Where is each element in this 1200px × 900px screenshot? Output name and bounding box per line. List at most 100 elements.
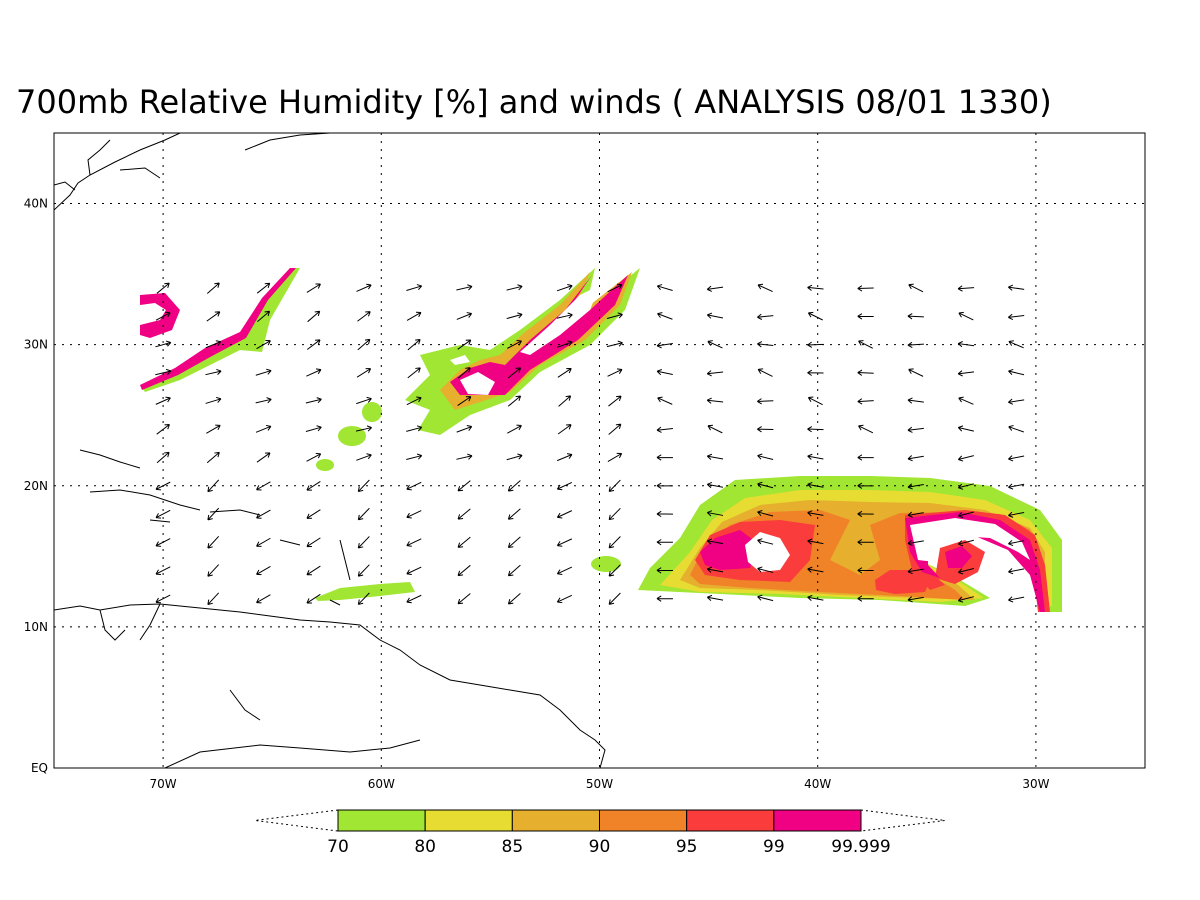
wind-arrow (807, 594, 824, 601)
wind-arrow (556, 566, 573, 575)
wind-arrow (155, 481, 171, 491)
wind-arrow (556, 481, 573, 491)
humidity-region-nw-99 (140, 268, 296, 390)
wind-arrow (406, 566, 422, 575)
wind-arrow (656, 539, 673, 546)
wind-arrow (255, 368, 272, 376)
wind-arrow (305, 397, 322, 404)
wind-arrow (507, 480, 521, 492)
wind-arrow (1008, 539, 1025, 547)
wind-arrow (958, 396, 974, 405)
wind-arrow (406, 453, 423, 461)
wind-arrow (457, 367, 471, 379)
wind-arrow (1008, 483, 1025, 490)
wind-arrow (357, 338, 371, 351)
wind-arrow (156, 451, 170, 464)
wind-arrow (857, 285, 874, 292)
wind-arrow (205, 368, 222, 376)
wind-arrow (807, 566, 824, 573)
wind-arrow (507, 592, 521, 605)
wind-arrow (1008, 455, 1025, 462)
humidity-patch-5 (315, 582, 415, 601)
wind-arrow (857, 539, 874, 546)
wind-arrow (205, 340, 222, 349)
colorbar-swatch (599, 809, 688, 832)
wind-arrow (406, 425, 423, 432)
wind-arrow (155, 566, 171, 576)
wind-arrow (507, 395, 522, 407)
lat-tick-label: 20N (24, 479, 48, 493)
wind-arrow (306, 481, 321, 491)
wind-arrow (807, 510, 824, 517)
wind-arrow (306, 565, 321, 576)
wind-arrow (957, 596, 974, 603)
map-gridlines (54, 133, 1145, 768)
wind-arrow (506, 453, 523, 461)
wind-arrow (907, 341, 924, 349)
wind-arrow (1008, 398, 1025, 405)
wind-arrow (608, 423, 622, 435)
wind-arrow (957, 483, 974, 490)
lat-tick-label: 30N (24, 338, 48, 352)
humidity-patch-2 (362, 402, 382, 422)
wind-arrow (706, 566, 724, 573)
wind-arrow (608, 536, 621, 549)
wind-arrow (757, 313, 774, 320)
wind-arrow (257, 310, 271, 323)
wind-arrow (907, 455, 924, 462)
wind-arrow (857, 510, 874, 518)
colorbar-label: 99.999 (831, 837, 890, 857)
wind-arrow (357, 536, 370, 549)
wind-arrow (656, 342, 673, 349)
wind-arrow (907, 313, 924, 320)
wind-arrow (608, 592, 621, 605)
wind-arrow (357, 311, 371, 322)
wind-arrow (507, 536, 521, 549)
wind-arrow (457, 396, 472, 407)
wind-arrow (457, 339, 472, 350)
wind-arrow (457, 480, 471, 492)
wind-arrow (757, 398, 774, 405)
wind-arrow (558, 395, 572, 407)
colorbar: 70 80 85 90 95 99 99.999 (254, 809, 946, 857)
wind-arrow (857, 369, 874, 376)
wind-arrow (456, 284, 473, 291)
longitude-labels: 70W 60W 50W 40W 30W (150, 777, 1050, 791)
wind-arrow (757, 594, 774, 602)
wind-arrow (757, 426, 774, 433)
wind-arrow (406, 481, 422, 491)
wind-arrow (656, 284, 673, 291)
wind-arrow (556, 340, 573, 348)
humidity-patch-1 (338, 426, 366, 446)
wind-arrow (256, 509, 271, 519)
wind-arrow (857, 567, 874, 574)
wind-arrow (706, 538, 724, 545)
wind-arrow (556, 594, 573, 604)
wind-arrow (957, 425, 974, 432)
wind-arrow (1008, 568, 1025, 575)
wind-arrow (1008, 340, 1024, 349)
wind-arrow (1008, 313, 1025, 321)
wind-arrow (608, 564, 621, 577)
wind-arrow (407, 338, 421, 351)
wind-arrow (507, 367, 522, 379)
wind-arrow (656, 510, 673, 518)
wind-arrow (506, 284, 523, 291)
wind-arrow (907, 511, 924, 518)
wind-arrow (155, 368, 172, 376)
wind-arrow (207, 592, 220, 606)
wind-arrow (608, 395, 622, 407)
wind-arrow (957, 511, 974, 519)
wind-arrow (457, 536, 471, 548)
wind-arrow (556, 453, 573, 462)
colorbar-label: 70 (327, 837, 349, 857)
wind-arrow (357, 564, 370, 577)
wind-arrow (757, 341, 774, 348)
colorbar-swatch (511, 809, 600, 832)
wind-arrow (306, 452, 322, 462)
wind-arrow (807, 311, 823, 321)
humidity-hole-east (745, 518, 1030, 572)
wind-arrow (957, 567, 974, 575)
humidity-hole-central (450, 285, 600, 395)
wind-arrow (406, 538, 422, 547)
